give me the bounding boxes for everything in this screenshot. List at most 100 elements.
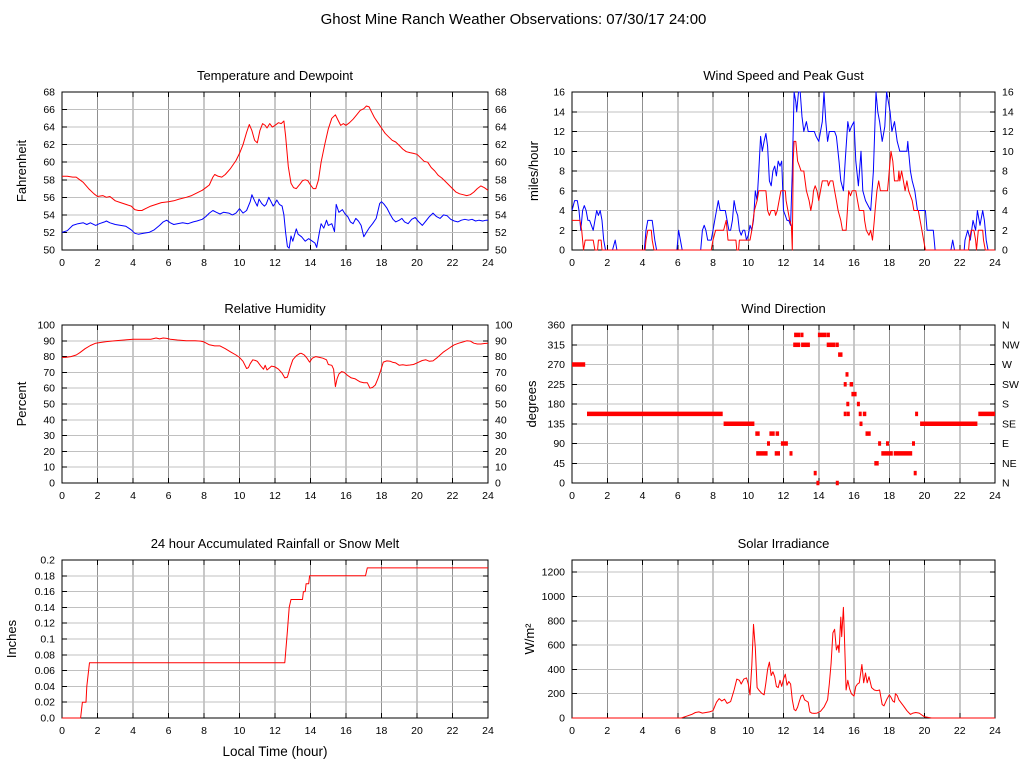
solar-line bbox=[572, 606, 995, 719]
svg-text:14: 14 bbox=[305, 725, 317, 737]
svg-text:12: 12 bbox=[269, 257, 281, 269]
solar-irradiance-tick-labels: 0 2 4 6 8 10 12 14 16 18 20 22 240200400600800100012… bbox=[542, 567, 1001, 737]
svg-text:22: 22 bbox=[954, 725, 966, 737]
svg-text:14: 14 bbox=[813, 725, 825, 737]
svg-text:50: 50 bbox=[495, 399, 507, 411]
accumulated-rainfall-plot-area bbox=[61, 559, 489, 719]
accumulated-rainfall-title: 24 hour Accumulated Rainfall or Snow Mel… bbox=[151, 536, 400, 551]
svg-text:80: 80 bbox=[495, 351, 507, 363]
svg-text:0.14: 0.14 bbox=[35, 602, 56, 614]
svg-text:600: 600 bbox=[547, 640, 565, 652]
svg-text:0: 0 bbox=[59, 725, 65, 737]
accumulated-rainfall-tick-labels: 0 2 4 6 8 10 12 14 16 18 20 22 240.00.020.040.060.08… bbox=[35, 555, 494, 738]
svg-text:18: 18 bbox=[883, 257, 895, 269]
svg-text:62: 62 bbox=[43, 139, 55, 151]
svg-text:8: 8 bbox=[710, 725, 716, 737]
svg-text:16: 16 bbox=[553, 87, 565, 99]
svg-text:56: 56 bbox=[43, 192, 55, 204]
svg-text:90: 90 bbox=[495, 335, 507, 347]
rainfall-line bbox=[62, 567, 488, 719]
svg-text:0.04: 0.04 bbox=[35, 681, 56, 693]
svg-text:24: 24 bbox=[482, 725, 494, 737]
svg-text:24: 24 bbox=[482, 490, 494, 502]
svg-text:10: 10 bbox=[234, 257, 246, 269]
svg-text:SE: SE bbox=[1002, 418, 1016, 430]
svg-text:2: 2 bbox=[95, 725, 101, 737]
svg-text:0.1: 0.1 bbox=[40, 634, 55, 646]
svg-text:20: 20 bbox=[411, 725, 423, 737]
svg-text:W: W bbox=[1002, 359, 1012, 371]
relative-humidity-tick-labels: 0 2 4 6 8 10 12 14 16 18 20 22 240102030405060708090… bbox=[37, 320, 512, 503]
svg-text:2: 2 bbox=[1002, 225, 1008, 237]
wind-direction-points bbox=[572, 332, 995, 486]
svg-text:10: 10 bbox=[553, 146, 565, 158]
svg-text:4: 4 bbox=[640, 490, 646, 502]
accumulated-rainfall-xlabel: Local Time (hour) bbox=[222, 744, 327, 759]
svg-text:30: 30 bbox=[43, 430, 55, 442]
svg-text:8: 8 bbox=[201, 490, 207, 502]
svg-text:0.2: 0.2 bbox=[40, 555, 55, 567]
svg-text:12: 12 bbox=[778, 490, 790, 502]
svg-text:0.16: 0.16 bbox=[35, 586, 56, 598]
svg-text:66: 66 bbox=[495, 104, 507, 116]
svg-text:4: 4 bbox=[130, 490, 136, 502]
svg-text:8: 8 bbox=[201, 725, 207, 737]
svg-text:24: 24 bbox=[482, 257, 494, 269]
svg-text:54: 54 bbox=[495, 209, 507, 221]
svg-text:60: 60 bbox=[495, 383, 507, 395]
svg-text:64: 64 bbox=[43, 122, 55, 134]
svg-text:4: 4 bbox=[130, 725, 136, 737]
accumulated-rainfall-ylabel: Inches bbox=[4, 619, 19, 658]
svg-text:20: 20 bbox=[919, 490, 931, 502]
svg-text:16: 16 bbox=[340, 725, 352, 737]
svg-text:90: 90 bbox=[43, 335, 55, 347]
svg-text:68: 68 bbox=[43, 87, 55, 99]
wind-speed-line bbox=[572, 140, 995, 251]
chart-temperature-dewpoint: Temperature and Dewpoint 0 2 4 6 8 10 12 14 16 18 2… bbox=[0, 60, 513, 295]
svg-text:4: 4 bbox=[130, 257, 136, 269]
svg-text:4: 4 bbox=[559, 205, 565, 217]
svg-text:225: 225 bbox=[547, 379, 565, 391]
svg-text:56: 56 bbox=[495, 192, 507, 204]
svg-text:8: 8 bbox=[710, 490, 716, 502]
svg-text:0: 0 bbox=[569, 490, 575, 502]
wind-direction-title: Wind Direction bbox=[741, 301, 826, 316]
svg-text:100: 100 bbox=[37, 320, 55, 332]
svg-text:0: 0 bbox=[1002, 245, 1008, 257]
svg-text:0: 0 bbox=[569, 257, 575, 269]
svg-text:22: 22 bbox=[447, 490, 459, 502]
svg-text:12: 12 bbox=[553, 126, 565, 138]
svg-text:20: 20 bbox=[411, 257, 423, 269]
svg-text:0: 0 bbox=[495, 478, 501, 490]
svg-text:NE: NE bbox=[1002, 458, 1017, 470]
svg-text:12: 12 bbox=[269, 490, 281, 502]
svg-text:0: 0 bbox=[49, 478, 55, 490]
svg-text:2: 2 bbox=[604, 490, 610, 502]
peak-gust-line bbox=[571, 91, 995, 251]
svg-text:6: 6 bbox=[166, 725, 172, 737]
svg-text:135: 135 bbox=[547, 418, 565, 430]
svg-text:50: 50 bbox=[43, 245, 55, 257]
chart-relative-humidity: Relative Humidity 0 2 4 6 8 10 12 14 16 18 20 22 24 0 1… bbox=[0, 293, 513, 528]
svg-text:1200: 1200 bbox=[542, 567, 566, 579]
chart-wind-direction: Wind Direction 0 2 4 6 8 10 12 14 16 18 20 22 24 0 45 90… bbox=[514, 293, 1027, 528]
wind-direction-grid bbox=[572, 325, 995, 483]
svg-text:10: 10 bbox=[234, 725, 246, 737]
chart-accumulated-rainfall: 24 hour Accumulated Rainfall or Snow Mel… bbox=[0, 528, 513, 772]
svg-text:180: 180 bbox=[547, 399, 565, 411]
relative-humidity-plot-area bbox=[61, 324, 489, 484]
solar-irradiance-ylabel: W/m² bbox=[522, 623, 537, 655]
svg-text:0: 0 bbox=[569, 725, 575, 737]
svg-text:16: 16 bbox=[340, 257, 352, 269]
svg-text:4: 4 bbox=[640, 725, 646, 737]
svg-text:6: 6 bbox=[166, 257, 172, 269]
svg-text:8: 8 bbox=[1002, 166, 1008, 178]
svg-text:50: 50 bbox=[43, 399, 55, 411]
svg-text:50: 50 bbox=[495, 245, 507, 257]
temperature-dewpoint-ylabel: Fahrenheit bbox=[14, 140, 29, 203]
